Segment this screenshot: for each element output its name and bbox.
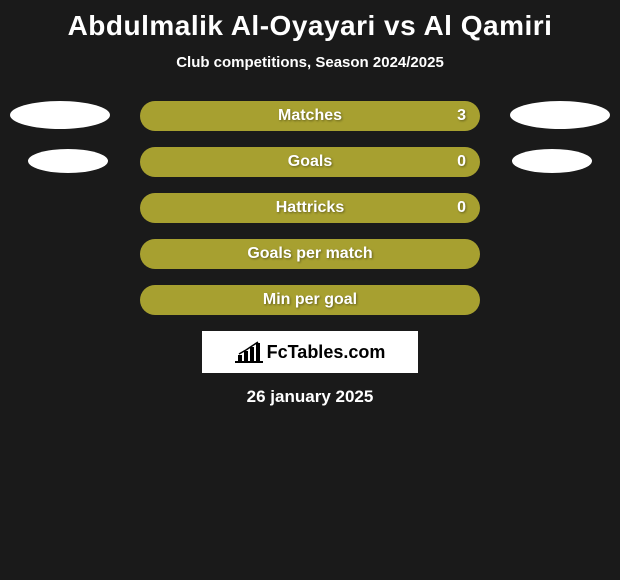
- brand-text: FcTables.com: [267, 342, 386, 363]
- avatar-right-ellipse-large: [510, 101, 610, 129]
- stat-bar: Min per goal: [140, 285, 480, 315]
- avatar-left-ellipse-large: [10, 101, 110, 129]
- footer-date: 26 january 2025: [0, 387, 620, 407]
- avatar-left: [10, 101, 110, 173]
- stat-bar-value: 3: [457, 107, 466, 125]
- stat-section: Matches 3 Goals 0 Hattricks 0 Goals per match M…: [0, 101, 620, 315]
- stat-bar-value: 0: [457, 199, 466, 217]
- stat-bars: Matches 3 Goals 0 Hattricks 0 Goals per match M…: [140, 101, 480, 315]
- brand-chart-icon: [235, 341, 263, 363]
- stat-bar-label: Goals: [288, 153, 332, 171]
- infographic-container: Abdulmalik Al-Oyayari vs Al Qamiri Club …: [0, 0, 620, 407]
- stat-bar-label: Matches: [278, 107, 342, 125]
- stat-bar: Goals per match: [140, 239, 480, 269]
- stat-bar-value: 0: [457, 153, 466, 171]
- stat-bar: Hattricks 0: [140, 193, 480, 223]
- brand-box: FcTables.com: [202, 331, 418, 373]
- avatar-right: [510, 101, 610, 173]
- stat-bar-label: Hattricks: [276, 199, 344, 217]
- stat-bar-label: Min per goal: [263, 291, 357, 309]
- avatar-right-ellipse-small: [512, 149, 592, 173]
- page-subtitle: Club competitions, Season 2024/2025: [0, 54, 620, 71]
- stat-bar: Matches 3: [140, 101, 480, 131]
- stat-bar: Goals 0: [140, 147, 480, 177]
- page-title: Abdulmalik Al-Oyayari vs Al Qamiri: [0, 10, 620, 42]
- stat-bar-label: Goals per match: [247, 245, 372, 263]
- avatar-left-ellipse-small: [28, 149, 108, 173]
